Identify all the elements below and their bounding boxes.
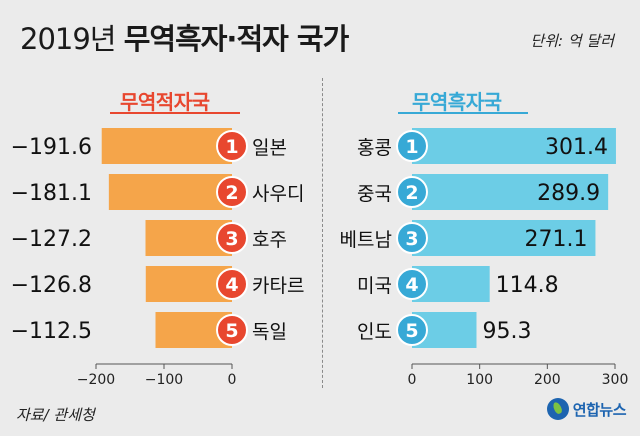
deficit-value-label-2: −181.1	[11, 181, 92, 206]
deficit-rank-badge-1	[216, 130, 248, 162]
deficit-rank-badge-4	[216, 268, 248, 300]
surplus-country-label-3: 베트남	[340, 229, 392, 251]
yonhap-logo-icon	[546, 398, 569, 420]
surplus-rank-badge-3	[396, 222, 428, 254]
deficit-rank-badge-2	[216, 176, 248, 208]
chart-title: 2019년 무역흑자·적자 국가	[20, 16, 350, 58]
deficit-rank-badge-5	[216, 314, 248, 346]
deficit-rank-number-2: 2	[225, 182, 238, 204]
deficit-rank-badge-3	[216, 222, 248, 254]
surplus-x-tick-label-3: 200	[534, 372, 561, 388]
surplus-rank-badge-4	[396, 268, 428, 300]
surplus-country-label-1: 홍콩	[357, 137, 392, 159]
surplus-x-tick-label-2: 100	[466, 372, 493, 388]
deficit-title-underline	[110, 112, 240, 114]
surplus-bar-2	[412, 174, 609, 210]
surplus-bar-1	[412, 128, 616, 164]
surplus-rank-badge-2	[396, 176, 428, 208]
surplus-rank-number-3: 3	[405, 228, 418, 250]
yonhap-logo: 연합뉴스	[546, 398, 627, 420]
deficit-country-label-3: 호주	[252, 229, 287, 251]
surplus-country-label-2: 중국	[357, 183, 392, 205]
unit-label: 단위: 억 달러	[530, 32, 614, 50]
deficit-x-tick-label-2: −100	[145, 372, 183, 388]
surplus-value-label-2: 289.9	[537, 181, 600, 206]
deficit-bar-2	[108, 174, 232, 210]
title-year: 2019년	[20, 22, 116, 56]
yonhap-logo-text: 연합뉴스	[572, 400, 627, 419]
deficit-country-label-2: 사우디	[252, 183, 304, 205]
deficit-country-label-4: 카타르	[252, 275, 304, 297]
deficit-panel-title: 무역적자국	[120, 90, 210, 114]
deficit-rank-number-5: 5	[225, 320, 238, 342]
surplus-rank-badge-5	[396, 314, 428, 346]
surplus-value-label-5: 95.3	[482, 319, 531, 344]
surplus-value-label-4: 114.8	[496, 273, 559, 298]
source-note: 자료/ 관세청	[16, 406, 95, 424]
surplus-rank-number-4: 4	[405, 274, 418, 296]
surplus-rank-number-2: 2	[405, 182, 418, 204]
deficit-x-tick-label-1: −200	[77, 372, 115, 388]
deficit-rank-number-1: 1	[225, 136, 238, 158]
deficit-country-label-1: 일본	[252, 137, 287, 159]
deficit-value-label-5: −112.5	[11, 319, 92, 344]
surplus-x-tick-label-1: 0	[408, 372, 417, 388]
deficit-rank-number-4: 4	[225, 274, 238, 296]
deficit-x-tick-label-3: 0	[228, 372, 237, 388]
surplus-x-tick-label-4: 300	[602, 372, 629, 388]
title-main: 무역흑자·적자 국가	[123, 22, 350, 56]
surplus-rank-number-5: 5	[405, 320, 418, 342]
surplus-bar-3	[412, 220, 596, 256]
surplus-value-label-1: 301.4	[545, 135, 608, 160]
panel-divider	[322, 78, 323, 388]
surplus-value-label-3: 271.1	[524, 227, 587, 252]
deficit-country-label-5: 독일	[252, 321, 287, 343]
deficit-value-label-1: −191.6	[11, 135, 92, 160]
surplus-country-label-5: 인도	[357, 321, 392, 343]
surplus-rank-number-1: 1	[405, 136, 418, 158]
surplus-country-label-4: 미국	[357, 275, 392, 297]
deficit-value-label-4: −126.8	[11, 273, 92, 298]
surplus-title-underline	[398, 112, 528, 114]
deficit-bar-1	[101, 128, 232, 164]
deficit-rank-number-3: 3	[225, 228, 238, 250]
surplus-rank-badge-1	[396, 130, 428, 162]
surplus-panel-title: 무역흑자국	[412, 90, 502, 114]
deficit-value-label-3: −127.2	[11, 227, 92, 252]
